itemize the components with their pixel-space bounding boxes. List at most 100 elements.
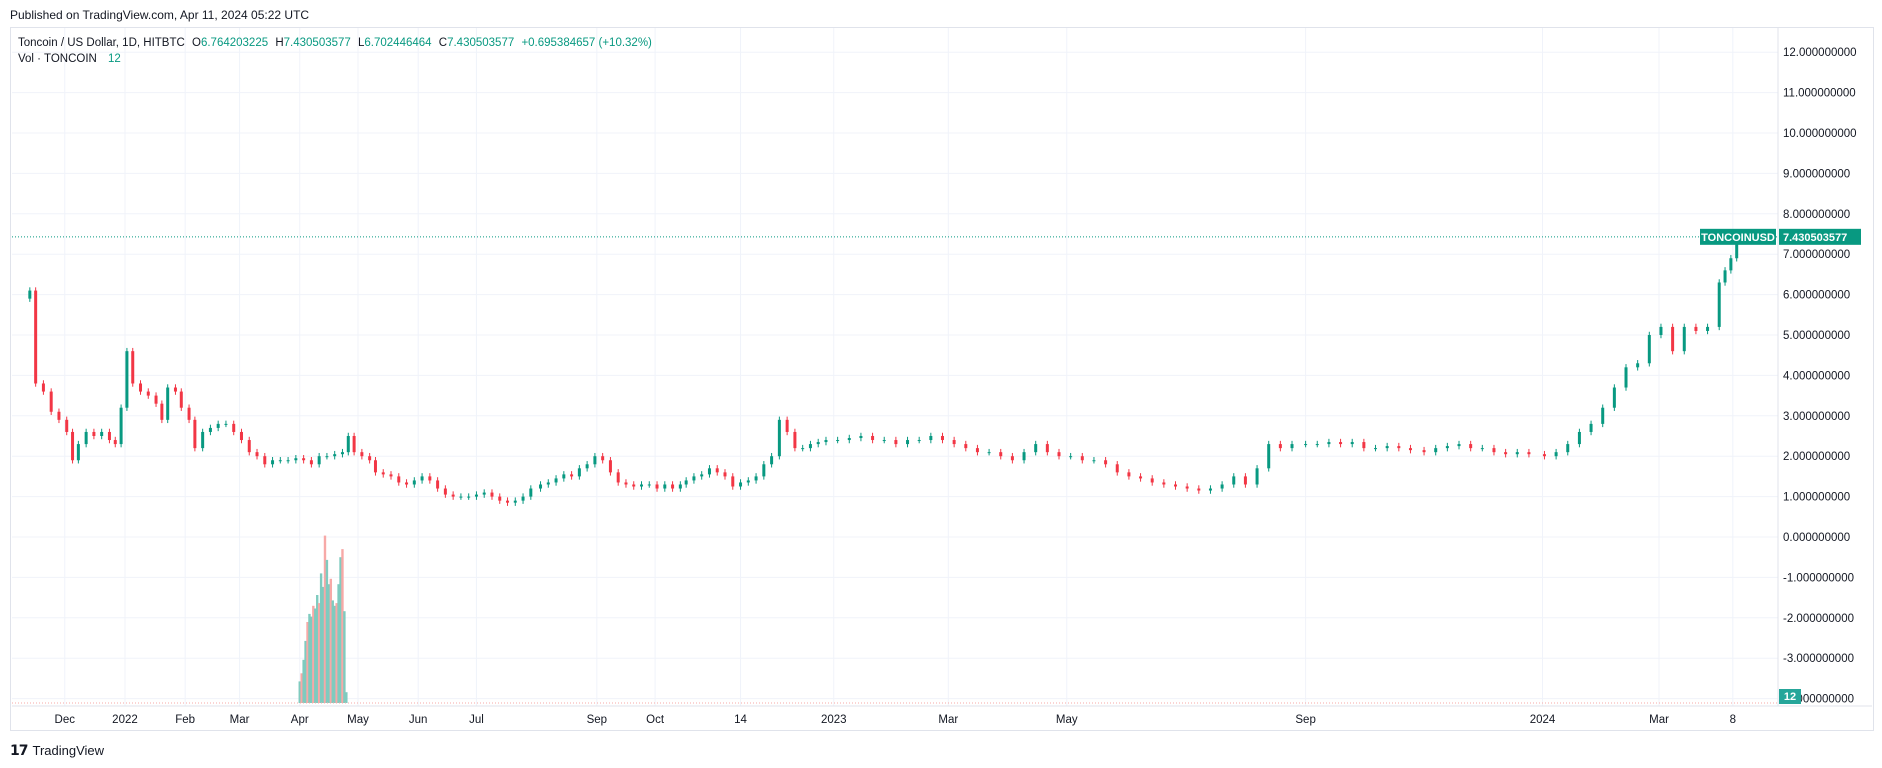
chart-legend: Toncoin / US Dollar, 1D, HITBTC O6.76420… — [18, 35, 652, 67]
candle-body — [360, 452, 364, 457]
candle-body — [498, 496, 502, 501]
candle-body — [340, 452, 344, 455]
candle-body — [368, 456, 372, 461]
candle-body — [459, 496, 463, 498]
candle-body — [785, 419, 789, 432]
candle-body — [1045, 444, 1049, 453]
y-tick-label: 9.000000000 — [1783, 168, 1850, 180]
volume-bar — [308, 613, 311, 703]
candle-body — [1706, 326, 1710, 331]
candle-body — [1612, 387, 1616, 408]
legend-volume-line: Vol · TONCOIN 12 — [18, 51, 652, 67]
candle-body — [731, 476, 735, 487]
candle-body — [34, 290, 38, 384]
candle-body — [1589, 423, 1593, 432]
y-tick-label: -3.000000000 — [1783, 653, 1854, 665]
candle-body — [71, 431, 75, 461]
last-price-label: 7.430503577 — [1783, 232, 1847, 244]
candle-body — [255, 452, 259, 457]
x-tick-label: May — [347, 714, 369, 726]
candle-body — [263, 456, 267, 465]
volume-tag-label: 12 — [1784, 691, 1796, 703]
candle-body — [405, 482, 409, 485]
candle-body — [671, 484, 675, 489]
candle-body — [389, 474, 393, 477]
candle-body — [521, 496, 525, 501]
candle-body — [906, 440, 910, 445]
candle-body — [1362, 442, 1366, 449]
candle-body — [397, 476, 401, 483]
candle-body — [28, 290, 32, 299]
candle-body — [577, 468, 581, 477]
x-tick-label: 2024 — [1530, 714, 1556, 726]
x-tick-label: Jul — [469, 714, 484, 726]
candle-body — [585, 464, 589, 469]
candle-body — [859, 436, 863, 439]
volume-bar — [319, 573, 323, 703]
candle-body — [917, 440, 921, 442]
candle-body — [871, 436, 875, 441]
published-note: Published on TradingView.com, Apr 11, 20… — [10, 8, 310, 22]
candle-body — [216, 423, 220, 428]
volume-bar — [317, 603, 321, 703]
y-tick-label: 12.000000000 — [1783, 47, 1857, 59]
candle-body — [777, 419, 781, 457]
last-price-tag — [1779, 228, 1861, 245]
tradingview-logo-icon: 𝟭𝟳 — [10, 742, 29, 758]
legend-volume-value: 12 — [108, 53, 121, 65]
candle-body — [1624, 367, 1628, 388]
y-tick-label: 11.000000000 — [1783, 88, 1856, 100]
candle-body — [700, 474, 704, 477]
candle-body — [678, 484, 682, 489]
candle-body — [317, 456, 321, 465]
candle-body — [655, 484, 659, 489]
candle-body — [1554, 452, 1558, 457]
volume-tag — [1779, 689, 1801, 704]
candle-body — [964, 444, 968, 449]
volume-bar — [304, 640, 307, 703]
chart-frame — [10, 27, 1874, 731]
candle-body — [1434, 448, 1438, 453]
candle-body — [1208, 488, 1212, 491]
candle-body — [139, 383, 143, 392]
candle-body — [824, 440, 828, 443]
candle-body — [940, 436, 944, 441]
candle-body — [125, 351, 129, 408]
candle-body — [346, 436, 350, 453]
volume-bar — [341, 549, 344, 703]
candle-body — [1327, 442, 1331, 445]
candle-body — [762, 464, 766, 477]
candle-body — [373, 460, 377, 473]
candle-body — [412, 480, 416, 485]
candle-body — [173, 387, 177, 392]
candle-body — [801, 448, 805, 450]
candle-body — [490, 492, 494, 497]
candle-body — [1374, 448, 1378, 450]
candle-body — [1339, 442, 1343, 445]
candle-body — [513, 500, 517, 503]
candle-body — [76, 444, 80, 461]
candle-body — [1422, 450, 1426, 453]
candle-body — [1601, 407, 1605, 424]
legend-change: +0.695384657 (+10.32%) — [521, 37, 652, 49]
y-tick-label: 8.000000000 — [1783, 209, 1850, 221]
y-tick-label: -1.000000000 — [1783, 572, 1854, 584]
candle-body — [294, 458, 298, 461]
candle-body — [65, 419, 69, 432]
candle-body — [836, 440, 840, 442]
candle-body — [1315, 444, 1319, 446]
candle-body — [1278, 444, 1282, 449]
volume-bar — [316, 595, 319, 703]
x-tick-label: Mar — [1649, 714, 1669, 726]
candle-body — [1515, 452, 1519, 455]
candle-body — [467, 496, 471, 498]
candle-body — [808, 444, 812, 449]
candle-body — [1057, 452, 1061, 457]
symbol-tag-label: TONCOINUSD — [1701, 232, 1775, 244]
candle-body — [739, 482, 743, 487]
volume-bar — [325, 559, 329, 703]
candle-body — [715, 468, 719, 473]
candle-body — [624, 482, 628, 485]
candle-body — [57, 411, 61, 420]
